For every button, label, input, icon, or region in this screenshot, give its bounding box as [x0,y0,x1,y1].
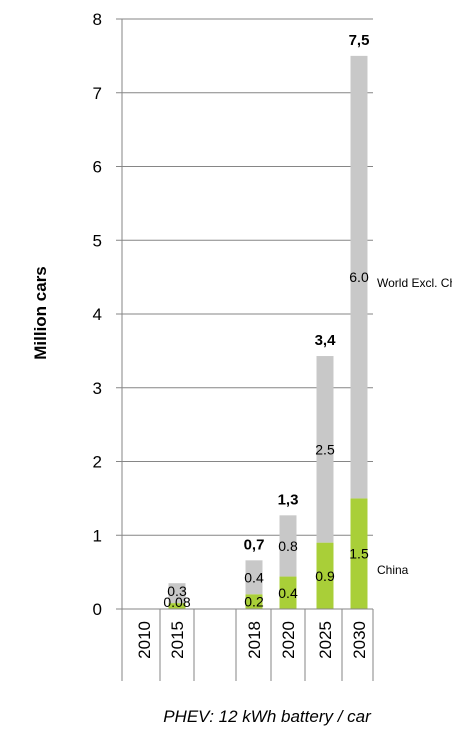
x-tick-label-2025: 2025 [316,621,335,659]
y-tick-label-2: 2 [93,453,102,472]
bar-china-2015 [168,603,186,609]
data-label-world-2018: 0.4 [244,569,264,585]
bar-china-2018 [245,594,263,609]
data-label-world-2020: 0.8 [278,538,298,554]
x-tick-labels: 2010 2015 2018 2020 2025 2030 [135,621,369,659]
y-tick-label-8: 8 [93,10,102,29]
data-label-world-2025: 2.5 [315,441,335,457]
y-tick-label-6: 6 [93,158,102,177]
bar-world-2018 [245,560,263,595]
bar-world-2020 [279,515,297,577]
series-label-world: World Excl. China [377,276,452,290]
x-tick-label-2010: 2010 [135,621,154,659]
total-label-2018: 0,7 [244,536,265,553]
data-label-world-2030: 6.0 [349,269,369,285]
y-tick-label-3: 3 [93,379,102,398]
x-tick-label-2018: 2018 [245,621,264,659]
bar-china-2025 [316,542,334,609]
data-label-china-2018: 0.2 [244,594,264,610]
data-label-china-2030: 1.5 [349,546,369,562]
x-tick-label-2020: 2020 [279,621,298,659]
y-tick-label-5: 5 [93,231,102,250]
chart-caption: PHEV: 12 kWh battery / car [163,707,372,726]
y-axis-label: Million cars [31,266,50,360]
x-tick-label-2015: 2015 [168,621,187,659]
total-label-2025: 3,4 [315,332,337,349]
data-label-china-2025: 0.9 [315,568,335,584]
y-tick-label-1: 1 [93,526,102,545]
data-label-china-2015: 0.08 [163,594,190,610]
series-label-china: China [377,563,409,577]
bars: 0.080.3 0.2 0.4 0,7 0.4 0.8 1,3 0.9 2.5 3,4 1.5 6.0… [116,32,373,610]
total-label-2030: 7,5 [349,32,370,49]
total-label-2020: 1,3 [278,491,299,508]
gridlines [116,18,374,681]
y-tick-label-7: 7 [93,84,102,103]
bar-world-2030 [350,55,368,499]
data-label-world-2015: 0.3 [167,583,187,599]
bar-world-2025 [316,356,334,543]
y-tick-labels: 0 1 2 3 4 5 6 7 8 [93,10,102,619]
bar-world-2015 [168,583,186,604]
y-tick-label-0: 0 [93,600,102,619]
bar-china-2030 [350,498,368,609]
y-tick-label-4: 4 [93,305,102,324]
x-tick-label-2030: 2030 [350,621,369,659]
data-label-china-2020: 0.4 [278,585,298,601]
bar-china-2020 [279,576,297,609]
